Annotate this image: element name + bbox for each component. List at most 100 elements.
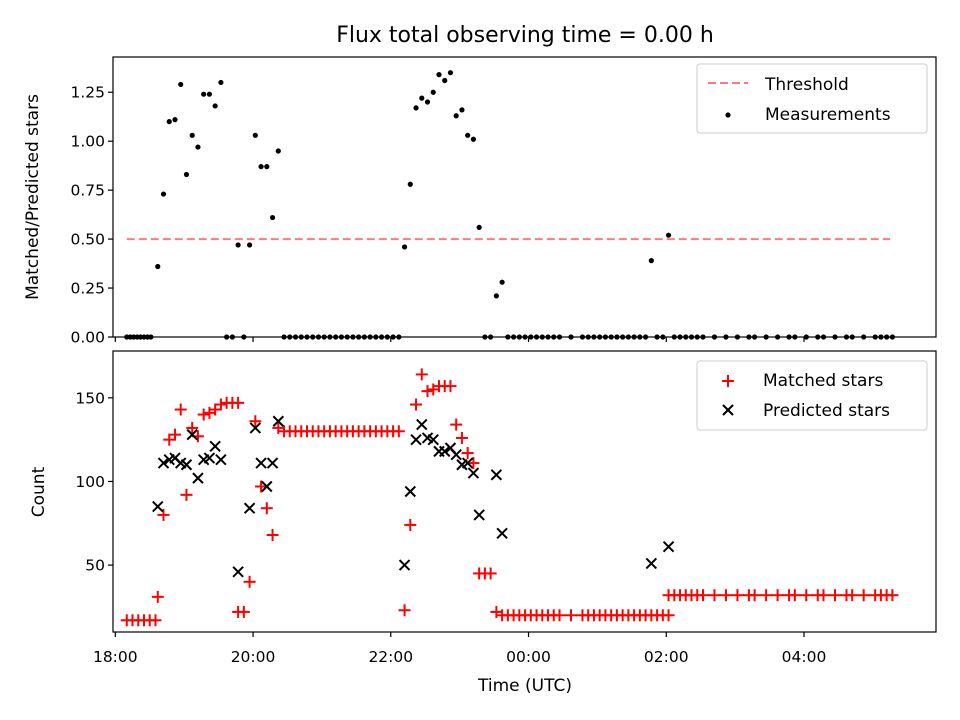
matched-point (186, 421, 199, 434)
ratio-y-tick-label: 0.50 (70, 231, 105, 249)
count-axes: 50 100 150 18:00 20:00 22:00 00:00 02:00 04:00 (75, 350, 937, 666)
measurement-point (407, 181, 413, 187)
measurement-point (447, 70, 454, 76)
legend-measurements-swatch (725, 112, 731, 118)
matched-point (410, 398, 423, 411)
measurement-point (178, 81, 184, 88)
matched-point (415, 368, 428, 381)
matched-point (800, 589, 813, 602)
measurement-point (419, 95, 425, 101)
matched-point (149, 614, 162, 627)
count-legend: Matched stars Predicted stars (696, 360, 928, 431)
matched-point (421, 385, 434, 398)
predicted-point (215, 454, 227, 466)
x-tick-label: 02:00 (644, 648, 689, 666)
predicted-point (266, 457, 279, 469)
measurement-point (269, 214, 276, 221)
legend-predicted-label: Predicted stars (763, 401, 890, 421)
measurement-point (195, 144, 201, 150)
measurement-point (401, 244, 408, 250)
matched-point (232, 396, 245, 409)
measurement-point (430, 89, 436, 95)
matched-point (174, 403, 187, 416)
measurement-point (252, 132, 258, 138)
measurements-series (124, 70, 895, 340)
matched-point (760, 589, 773, 602)
predicted-point (203, 452, 216, 464)
matched-point (168, 428, 181, 441)
predicted-point (398, 559, 411, 571)
matched-point (455, 431, 468, 444)
predicted-point (645, 557, 658, 570)
matched-point (553, 609, 566, 622)
x-tick-label: 00:00 (506, 648, 551, 666)
matched-point (214, 398, 227, 411)
measurement-point (648, 258, 654, 264)
predicted-point (232, 566, 244, 578)
matched-point (748, 589, 761, 602)
measurement-point (470, 136, 477, 142)
measurement-point (183, 171, 190, 178)
measurement-point (212, 103, 218, 109)
ratio-legend-box (696, 63, 928, 134)
measurement-point (258, 164, 264, 170)
matched-point (243, 575, 256, 588)
predicted-point (404, 485, 416, 498)
matched-point (696, 589, 709, 602)
matched-point (249, 415, 262, 428)
matched-point (788, 589, 801, 602)
matched-point (151, 590, 164, 603)
predicted-point (496, 527, 508, 540)
predicted-point (180, 459, 193, 471)
ratio-y-tick-label: 0.75 (70, 182, 105, 200)
ratio-y-tick-label: 0.00 (70, 329, 105, 347)
matched-point (564, 609, 577, 622)
legend-threshold-label: Threshold (764, 75, 849, 95)
predicted-point (255, 457, 267, 469)
ratio-axes-frame (112, 56, 937, 338)
measurement-point (436, 72, 442, 78)
measurement-point (413, 105, 419, 111)
matched-point (398, 604, 411, 617)
matched-point (817, 589, 830, 602)
legend-predicted-swatch (722, 404, 734, 416)
x-tick-label: 18:00 (93, 648, 138, 666)
count-y-tick-label: 100 (75, 473, 105, 491)
predicted-point (410, 433, 422, 446)
measurement-point (465, 132, 471, 138)
measurement-point (424, 99, 431, 105)
predicted-point (186, 428, 198, 441)
matched-point (255, 480, 268, 493)
matched-point (461, 447, 474, 460)
measurement-point (275, 148, 281, 154)
count-panel: Count 50 100 150 18:00 20:00 22:00 00:00 02:00 0… (29, 350, 937, 666)
x-axis-label: Time (UTC) (477, 676, 572, 696)
measurement-point (246, 242, 253, 248)
matched-point (157, 508, 170, 521)
measurement-point (201, 91, 207, 97)
predicted-point (192, 472, 204, 484)
matched-point (392, 425, 405, 438)
x-tick-label: 22:00 (368, 648, 413, 666)
measurement-point (476, 224, 482, 230)
matched-point (404, 518, 417, 531)
measurement-point (172, 117, 178, 123)
predicted-point (490, 469, 503, 481)
ratio-plot-area (124, 70, 895, 340)
ratio-y-axis-label: Matched/Predicted stars (23, 94, 43, 300)
matched-point (484, 567, 497, 580)
matched-point (846, 589, 859, 602)
predicted-point (473, 509, 485, 521)
count-y-tick-label: 150 (75, 389, 105, 407)
matched-point (209, 403, 222, 416)
measurement-point (189, 132, 195, 138)
measurement-point (166, 119, 172, 125)
matched-point (857, 589, 870, 602)
count-y-axis-label: Count (29, 466, 49, 517)
ratio-legend: Threshold Measurements (696, 63, 928, 134)
matched-point (708, 589, 721, 602)
predicted-point (272, 415, 284, 427)
matched-point (180, 488, 193, 501)
matched-point (719, 589, 732, 602)
